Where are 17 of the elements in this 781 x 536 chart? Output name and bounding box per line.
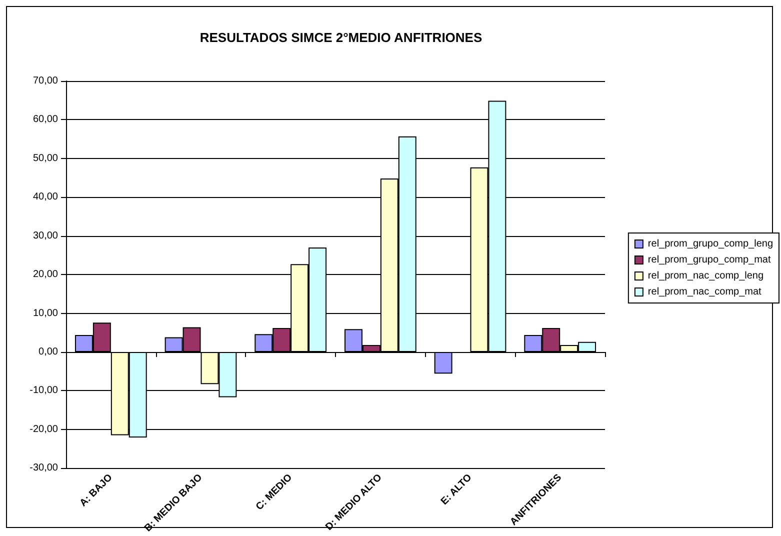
bar xyxy=(434,352,452,374)
y-tick-label: 0,00 xyxy=(38,346,58,358)
y-tick-label: 70,00 xyxy=(32,76,58,86)
y-tick-label: -30,00 xyxy=(30,462,58,474)
y-tick-label: -20,00 xyxy=(30,424,58,435)
y-tick-label: 60,00 xyxy=(32,114,58,126)
chart-title: RESULTADOS SIMCE 2°MEDIO ANFITRIONES xyxy=(200,30,482,45)
y-tick-label: 40,00 xyxy=(32,192,58,203)
legend-label: rel_prom_nac_comp_mat xyxy=(648,286,762,298)
y-tick-label: 50,00 xyxy=(32,152,58,164)
y-tick-label: 20,00 xyxy=(32,269,58,280)
y-tick-label: 30,00 xyxy=(32,230,58,242)
legend-label: rel_prom_nac_comp_leng xyxy=(648,270,764,282)
legend-label: rel_prom_grupo_comp_leng xyxy=(648,238,773,250)
y-tick-label: 10,00 xyxy=(32,308,58,319)
y-tick-label: -10,00 xyxy=(30,385,58,396)
legend-label: rel_prom_grupo_comp_mat xyxy=(648,254,771,266)
